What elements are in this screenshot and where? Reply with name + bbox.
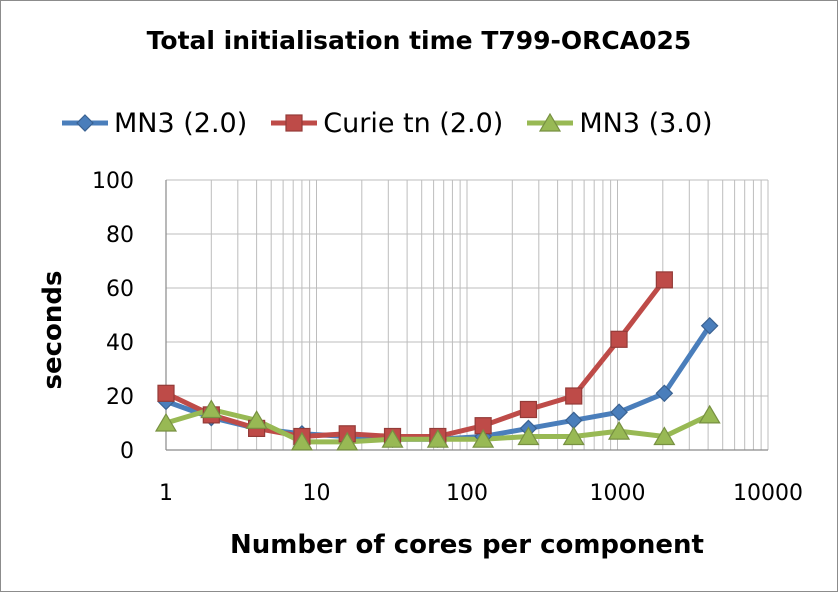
y-tick-label: 40 (106, 331, 134, 356)
legend-label: MN3 (2.0) (114, 107, 248, 139)
legend-swatch-square (271, 114, 318, 132)
data-point-0 (655, 384, 674, 403)
data-point-2 (200, 399, 223, 419)
y-tick-label: 0 (120, 439, 134, 464)
data-point-1 (157, 384, 175, 402)
data-point-2 (426, 429, 449, 448)
y-tick-label: 60 (106, 277, 134, 302)
data-point-2 (381, 429, 404, 448)
data-point-1 (655, 271, 673, 289)
data-point-2 (698, 404, 721, 424)
series-line-1 (163, 277, 667, 439)
data-point-0 (564, 411, 583, 430)
data-point-2 (290, 431, 313, 451)
data-point-2 (472, 429, 495, 448)
data-point-2 (336, 431, 359, 451)
data-point-2 (562, 426, 585, 446)
y-tick-label: 20 (106, 385, 134, 410)
legend-item-series-2: MN3 (3.0) (525, 107, 713, 139)
data-point-2 (517, 426, 540, 446)
x-tick-label: 10 (303, 481, 331, 506)
data-point-1 (565, 387, 583, 405)
series-line-0 (163, 323, 713, 442)
x-axis-title: Number of cores per component (230, 530, 704, 560)
data-point-2 (154, 412, 178, 432)
x-tick-label: 1000 (590, 481, 646, 506)
y-axis-title: seconds (38, 271, 68, 390)
legend-item-series-1: Curie tn (2.0) (269, 108, 503, 139)
legend-label: Curie tn (2.0) (323, 107, 504, 139)
chart-title: Total initialisation time T799-ORCA025 (146, 26, 692, 55)
legend-swatch-triangle (527, 113, 574, 132)
legend-label: MN3 (3.0) (579, 107, 713, 139)
legend-marker (539, 113, 562, 132)
chart-legend: MN3 (2.0) Curie tn (2.0) MN3 (3.0) (60, 103, 735, 143)
data-point-2 (608, 420, 631, 440)
data-point-2 (245, 410, 268, 429)
x-tick-label: 100 (446, 481, 488, 506)
legend-marker (285, 114, 303, 132)
data-point-1 (610, 330, 628, 348)
data-point-2 (653, 426, 676, 446)
data-point-0 (610, 403, 628, 422)
legend-swatch-diamond (62, 114, 108, 132)
data-point-0 (700, 316, 719, 335)
y-tick-label: 80 (106, 223, 134, 248)
data-point-1 (519, 400, 538, 419)
x-tick-label: 10000 (733, 481, 803, 506)
legend-marker (76, 114, 94, 132)
legend-item-series-0: MN3 (2.0) (60, 108, 247, 139)
x-tick-label: 1 (159, 481, 173, 506)
y-tick-label: 100 (92, 169, 134, 194)
